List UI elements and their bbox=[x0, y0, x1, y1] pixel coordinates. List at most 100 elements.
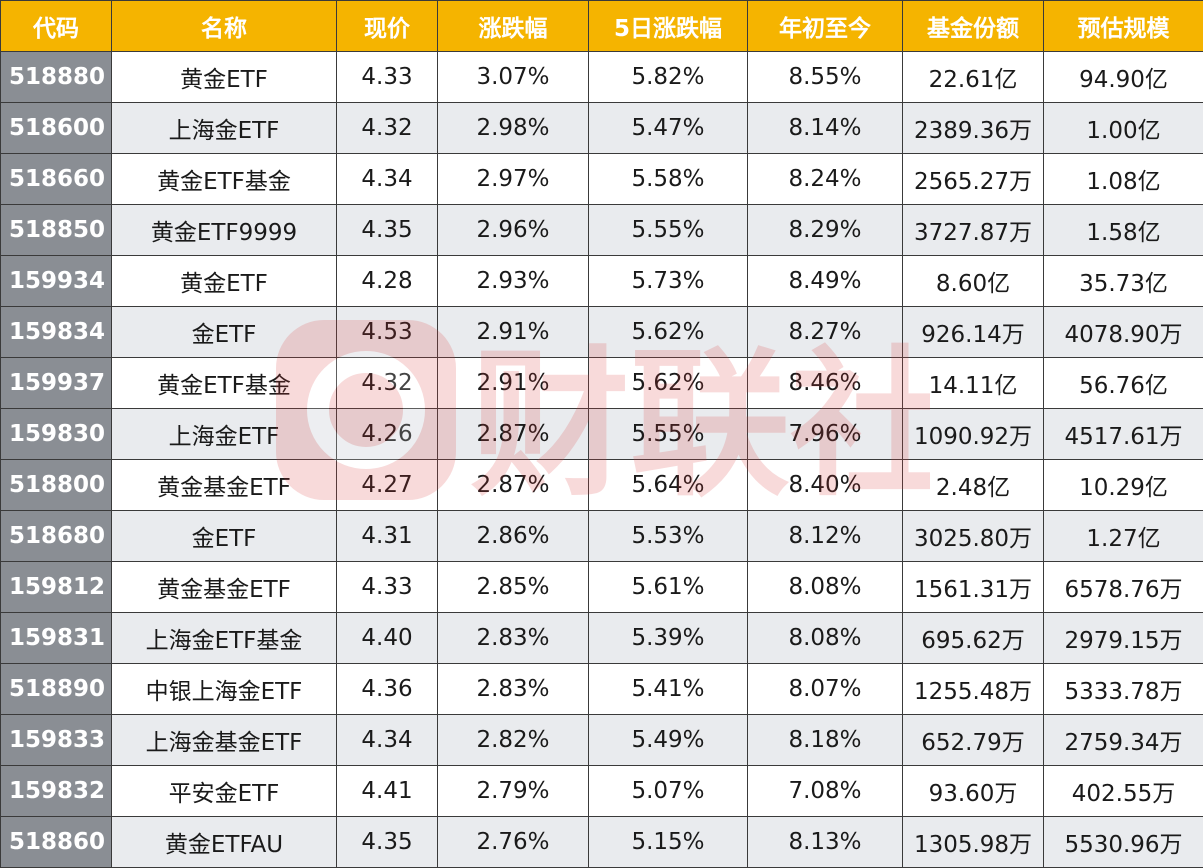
cell-fund-shares: 695.62万 bbox=[903, 613, 1044, 664]
cell-change: 2.97% bbox=[438, 154, 589, 205]
cell-price: 4.36 bbox=[337, 664, 438, 715]
cell-5day-change: 5.15% bbox=[589, 817, 748, 868]
cell-5day-change: 5.41% bbox=[589, 664, 748, 715]
cell-fund-shares: 2389.36万 bbox=[903, 103, 1044, 154]
cell-ytd: 8.08% bbox=[748, 613, 903, 664]
cell-ytd: 8.40% bbox=[748, 460, 903, 511]
cell-5day-change: 5.47% bbox=[589, 103, 748, 154]
cell-5day-change: 5.55% bbox=[589, 409, 748, 460]
cell-name: 金ETF bbox=[112, 511, 337, 562]
cell-ytd: 8.24% bbox=[748, 154, 903, 205]
cell-name: 平安金ETF bbox=[112, 766, 337, 817]
cell-change: 2.98% bbox=[438, 103, 589, 154]
cell-change: 2.93% bbox=[438, 256, 589, 307]
cell-name: 黄金ETF9999 bbox=[112, 205, 337, 256]
cell-est-size: 1.00亿 bbox=[1044, 103, 1203, 154]
cell-fund-shares: 93.60万 bbox=[903, 766, 1044, 817]
cell-price: 4.40 bbox=[337, 613, 438, 664]
cell-price: 4.35 bbox=[337, 817, 438, 868]
header-ytd: 年初至今 bbox=[748, 1, 903, 52]
cell-change: 2.83% bbox=[438, 664, 589, 715]
cell-change: 2.86% bbox=[438, 511, 589, 562]
header-change: 涨跌幅 bbox=[438, 1, 589, 52]
cell-name: 上海金ETF bbox=[112, 103, 337, 154]
cell-name: 黄金基金ETF bbox=[112, 562, 337, 613]
cell-code: 159937 bbox=[1, 358, 112, 409]
cell-est-size: 5530.96万 bbox=[1044, 817, 1203, 868]
cell-change: 2.82% bbox=[438, 715, 589, 766]
cell-fund-shares: 2.48亿 bbox=[903, 460, 1044, 511]
cell-est-size: 56.76亿 bbox=[1044, 358, 1203, 409]
cell-price: 4.34 bbox=[337, 154, 438, 205]
cell-code: 159832 bbox=[1, 766, 112, 817]
cell-5day-change: 5.62% bbox=[589, 307, 748, 358]
cell-name: 中银上海金ETF bbox=[112, 664, 337, 715]
cell-est-size: 94.90亿 bbox=[1044, 52, 1203, 103]
cell-name: 上海金ETF基金 bbox=[112, 613, 337, 664]
header-row: 代码 名称 现价 涨跌幅 5日涨跌幅 年初至今 基金份额 预估规模 bbox=[1, 1, 1203, 52]
cell-change: 2.91% bbox=[438, 307, 589, 358]
cell-ytd: 8.49% bbox=[748, 256, 903, 307]
cell-code: 159833 bbox=[1, 715, 112, 766]
cell-fund-shares: 1255.48万 bbox=[903, 664, 1044, 715]
header-name: 名称 bbox=[112, 1, 337, 52]
cell-5day-change: 5.58% bbox=[589, 154, 748, 205]
cell-fund-shares: 1305.98万 bbox=[903, 817, 1044, 868]
cell-est-size: 402.55万 bbox=[1044, 766, 1203, 817]
cell-5day-change: 5.49% bbox=[589, 715, 748, 766]
cell-price: 4.34 bbox=[337, 715, 438, 766]
cell-fund-shares: 22.61亿 bbox=[903, 52, 1044, 103]
cell-code: 159834 bbox=[1, 307, 112, 358]
cell-est-size: 35.73亿 bbox=[1044, 256, 1203, 307]
cell-code: 159830 bbox=[1, 409, 112, 460]
cell-fund-shares: 652.79万 bbox=[903, 715, 1044, 766]
cell-ytd: 8.08% bbox=[748, 562, 903, 613]
cell-name: 黄金ETF bbox=[112, 256, 337, 307]
cell-5day-change: 5.39% bbox=[589, 613, 748, 664]
cell-ytd: 8.07% bbox=[748, 664, 903, 715]
header-fund-shares: 基金份额 bbox=[903, 1, 1044, 52]
cell-name: 黄金ETF bbox=[112, 52, 337, 103]
cell-ytd: 8.12% bbox=[748, 511, 903, 562]
cell-fund-shares: 14.11亿 bbox=[903, 358, 1044, 409]
cell-code: 159812 bbox=[1, 562, 112, 613]
cell-est-size: 1.27亿 bbox=[1044, 511, 1203, 562]
header-est-size: 预估规模 bbox=[1044, 1, 1203, 52]
cell-ytd: 7.08% bbox=[748, 766, 903, 817]
cell-change: 2.91% bbox=[438, 358, 589, 409]
cell-change: 2.76% bbox=[438, 817, 589, 868]
cell-est-size: 1.58亿 bbox=[1044, 205, 1203, 256]
cell-change: 2.87% bbox=[438, 409, 589, 460]
cell-est-size: 2759.34万 bbox=[1044, 715, 1203, 766]
cell-price: 4.32 bbox=[337, 103, 438, 154]
cell-fund-shares: 3025.80万 bbox=[903, 511, 1044, 562]
cell-name: 上海金ETF bbox=[112, 409, 337, 460]
cell-fund-shares: 1561.31万 bbox=[903, 562, 1044, 613]
cell-5day-change: 5.62% bbox=[589, 358, 748, 409]
cell-change: 2.87% bbox=[438, 460, 589, 511]
cell-price: 4.53 bbox=[337, 307, 438, 358]
cell-5day-change: 5.64% bbox=[589, 460, 748, 511]
cell-ytd: 8.14% bbox=[748, 103, 903, 154]
cell-code: 518850 bbox=[1, 205, 112, 256]
header-code: 代码 bbox=[1, 1, 112, 52]
cell-price: 4.28 bbox=[337, 256, 438, 307]
cell-est-size: 1.08亿 bbox=[1044, 154, 1203, 205]
cell-5day-change: 5.53% bbox=[589, 511, 748, 562]
cell-ytd: 8.46% bbox=[748, 358, 903, 409]
cell-change: 2.85% bbox=[438, 562, 589, 613]
cell-ytd: 8.29% bbox=[748, 205, 903, 256]
